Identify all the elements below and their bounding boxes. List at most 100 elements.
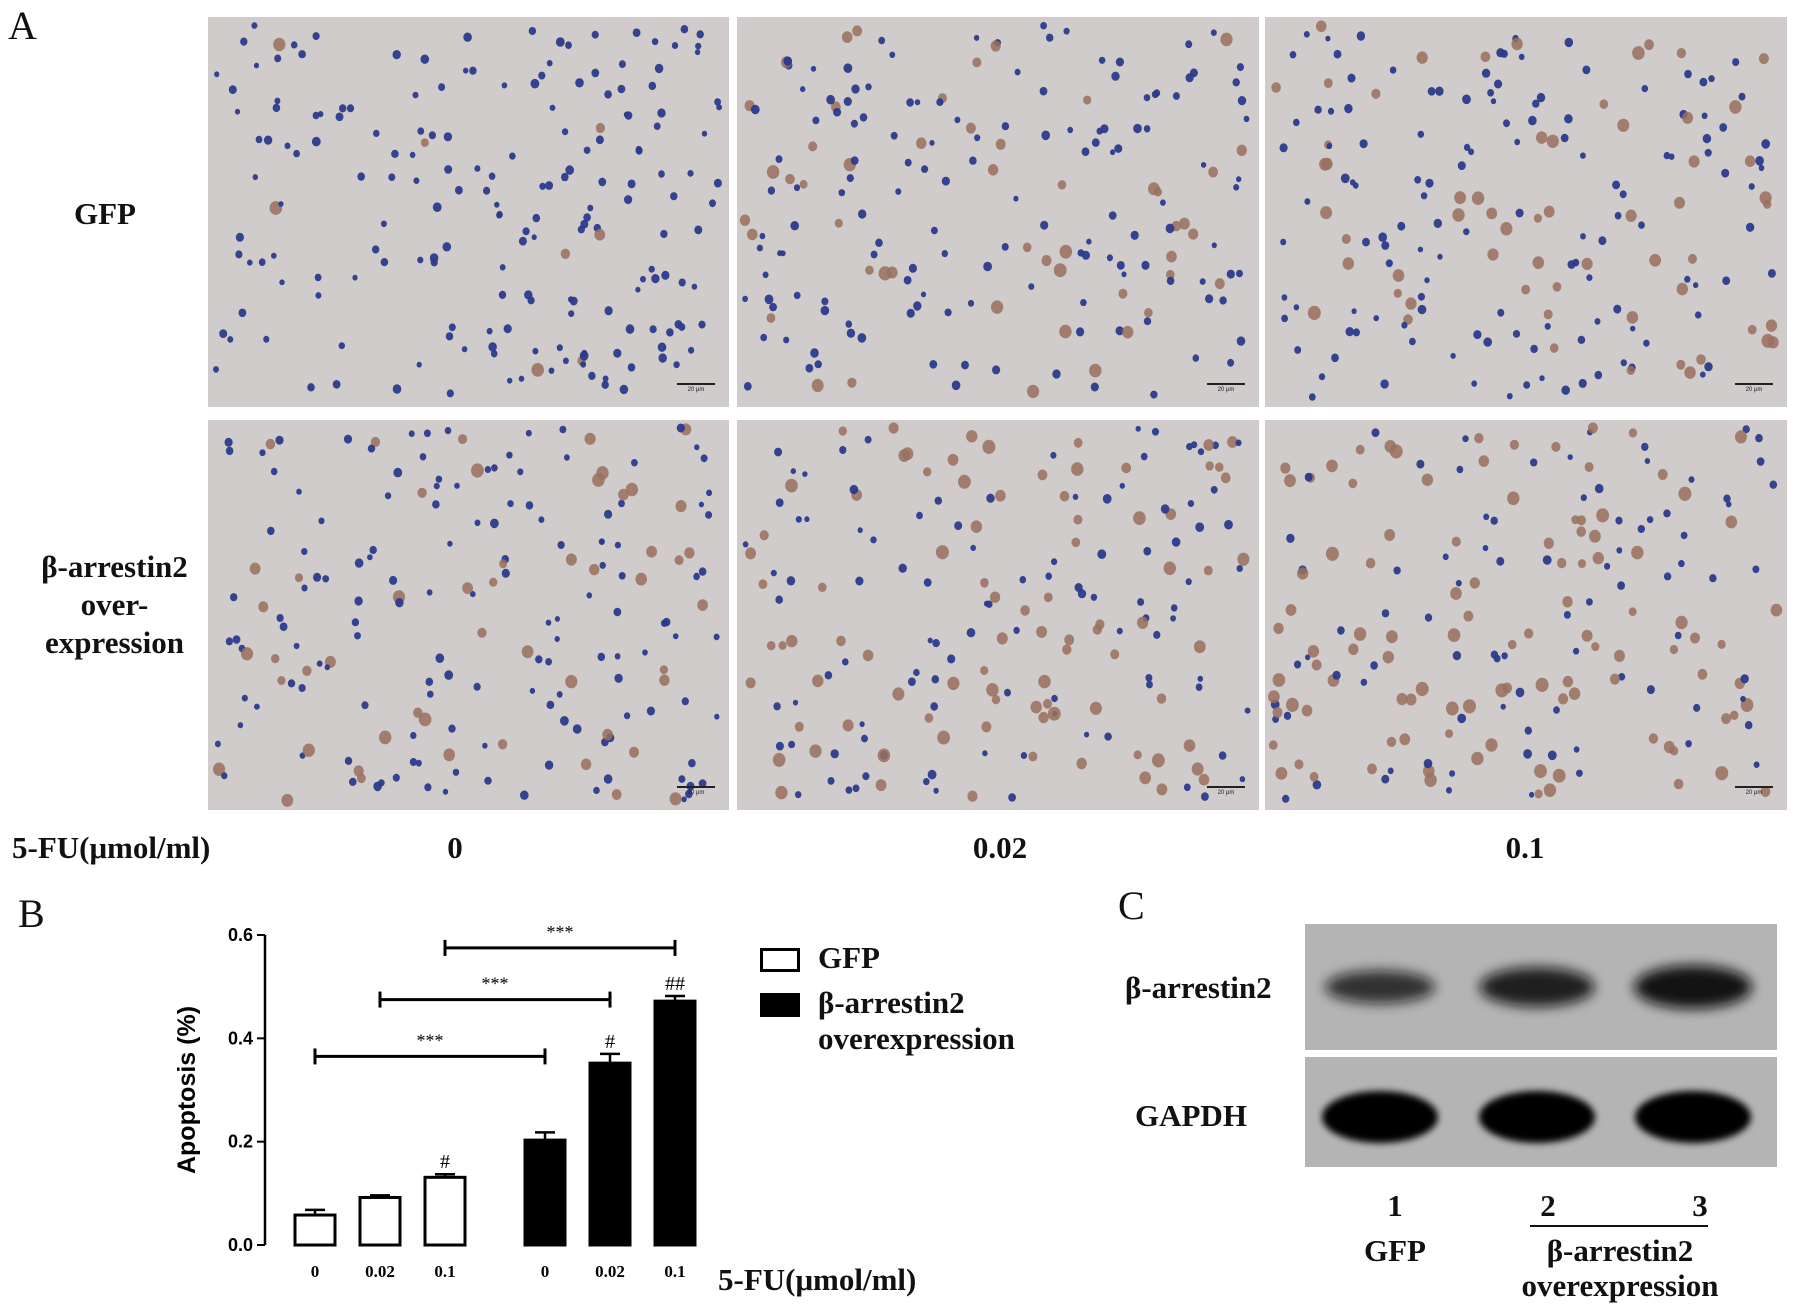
nucleus bbox=[773, 702, 781, 711]
apoptotic-nucleus bbox=[489, 577, 498, 587]
apoptotic-nucleus bbox=[1071, 537, 1081, 548]
apoptotic-nucleus bbox=[565, 553, 577, 566]
apoptotic-nucleus bbox=[1543, 783, 1557, 797]
nucleus bbox=[279, 279, 285, 286]
apoptotic-nucleus bbox=[443, 748, 455, 762]
legend-label-arrestin: β-arrestin2 overexpression bbox=[818, 985, 1015, 1056]
nucleus bbox=[1561, 385, 1570, 395]
apoptotic-nucleus bbox=[1581, 257, 1593, 270]
apoptotic-nucleus bbox=[1735, 430, 1747, 444]
apoptotic-nucleus bbox=[1320, 206, 1333, 220]
apoptotic-nucleus bbox=[1451, 536, 1461, 547]
nucleus bbox=[700, 454, 708, 463]
apoptotic-nucleus bbox=[1717, 639, 1726, 649]
nucleus bbox=[1482, 545, 1489, 552]
nucleus bbox=[1140, 452, 1148, 461]
nucleus bbox=[1077, 249, 1085, 257]
nucleus bbox=[1744, 721, 1753, 730]
apoptotic-nucleus bbox=[1301, 704, 1313, 717]
nucleus bbox=[903, 275, 912, 285]
nucleus bbox=[444, 427, 452, 435]
nucleus bbox=[1236, 63, 1244, 72]
nucleus bbox=[625, 324, 635, 334]
nucleus bbox=[851, 84, 860, 94]
nucleus bbox=[1393, 566, 1401, 575]
nucleus bbox=[1281, 314, 1288, 323]
nucleus bbox=[1594, 483, 1604, 494]
nucleus bbox=[814, 360, 822, 369]
nucleus bbox=[568, 296, 574, 303]
western-blot bbox=[1305, 924, 1777, 1167]
nucleus bbox=[698, 567, 707, 576]
nucleus bbox=[1417, 130, 1425, 138]
apoptotic-nucleus bbox=[1511, 37, 1523, 51]
apoptotic-nucleus bbox=[595, 122, 605, 134]
nucleus bbox=[1102, 494, 1112, 504]
significance-marker: ## bbox=[665, 973, 685, 995]
apoptotic-nucleus bbox=[1478, 455, 1490, 467]
nucleus bbox=[1080, 299, 1087, 307]
apoptotic-nucleus bbox=[1507, 639, 1517, 650]
nucleus bbox=[1758, 164, 1765, 172]
nucleus bbox=[444, 670, 454, 680]
nucleus bbox=[1463, 228, 1470, 236]
apoptotic-nucleus bbox=[1203, 565, 1213, 576]
apoptotic-nucleus bbox=[1721, 713, 1732, 725]
nucleus bbox=[1523, 749, 1532, 759]
nucleus bbox=[1104, 732, 1112, 741]
apoptotic-nucleus bbox=[966, 430, 978, 443]
nucleus bbox=[864, 435, 872, 444]
nucleus bbox=[619, 384, 629, 395]
nucleus bbox=[1151, 90, 1159, 99]
nucleus bbox=[908, 677, 916, 686]
nucleus bbox=[544, 760, 554, 770]
nucleus bbox=[1110, 149, 1116, 156]
nucleus bbox=[961, 360, 969, 370]
apoptotic-nucleus bbox=[834, 218, 843, 228]
scale-bar: 20 μm bbox=[677, 786, 715, 802]
apoptotic-nucleus bbox=[602, 728, 613, 741]
nucleus bbox=[1704, 362, 1713, 372]
apoptotic-nucleus bbox=[972, 57, 982, 68]
apoptotic-nucleus bbox=[1471, 191, 1485, 205]
nucleus bbox=[593, 786, 600, 794]
apoptotic-nucleus bbox=[1474, 433, 1484, 444]
nucleus bbox=[1496, 556, 1505, 566]
apoptotic-nucleus bbox=[1365, 557, 1376, 569]
nucleus bbox=[241, 694, 248, 702]
apoptotic-nucleus bbox=[981, 721, 992, 733]
nucleus bbox=[635, 286, 641, 293]
nucleus bbox=[1041, 130, 1050, 141]
nucleus bbox=[678, 278, 686, 287]
nucleus bbox=[931, 675, 940, 684]
nucleus bbox=[538, 516, 545, 523]
nucleus bbox=[1371, 428, 1380, 438]
nucleus bbox=[1455, 579, 1462, 587]
apoptotic-nucleus bbox=[1463, 699, 1476, 714]
nucleus bbox=[1725, 501, 1732, 508]
apoptotic-nucleus bbox=[1502, 682, 1513, 694]
apoptotic-nucleus bbox=[808, 141, 818, 152]
scale-bar: 20 μm bbox=[1207, 786, 1245, 802]
nucleus bbox=[1063, 27, 1070, 35]
nucleus bbox=[274, 97, 281, 105]
apoptotic-nucleus bbox=[947, 676, 960, 691]
nucleus bbox=[1615, 516, 1623, 525]
nucleus bbox=[920, 291, 927, 298]
apoptotic-nucleus bbox=[1203, 439, 1214, 451]
nucleus bbox=[272, 103, 281, 113]
apoptotic-nucleus bbox=[1183, 739, 1196, 752]
apoptotic-nucleus bbox=[1280, 462, 1291, 474]
apoptotic-nucleus bbox=[766, 165, 780, 179]
nucleus bbox=[1293, 304, 1300, 311]
nucleus bbox=[843, 63, 853, 73]
nucleus bbox=[491, 464, 498, 472]
apoptotic-nucleus bbox=[1133, 511, 1146, 525]
apoptotic-nucleus bbox=[775, 785, 788, 800]
nucleus bbox=[546, 60, 553, 67]
nucleus bbox=[750, 104, 760, 115]
apoptotic-nucleus bbox=[1576, 515, 1586, 526]
nucleus bbox=[756, 244, 763, 252]
nucleus bbox=[1160, 199, 1166, 206]
apoptotic-nucleus bbox=[745, 547, 756, 560]
